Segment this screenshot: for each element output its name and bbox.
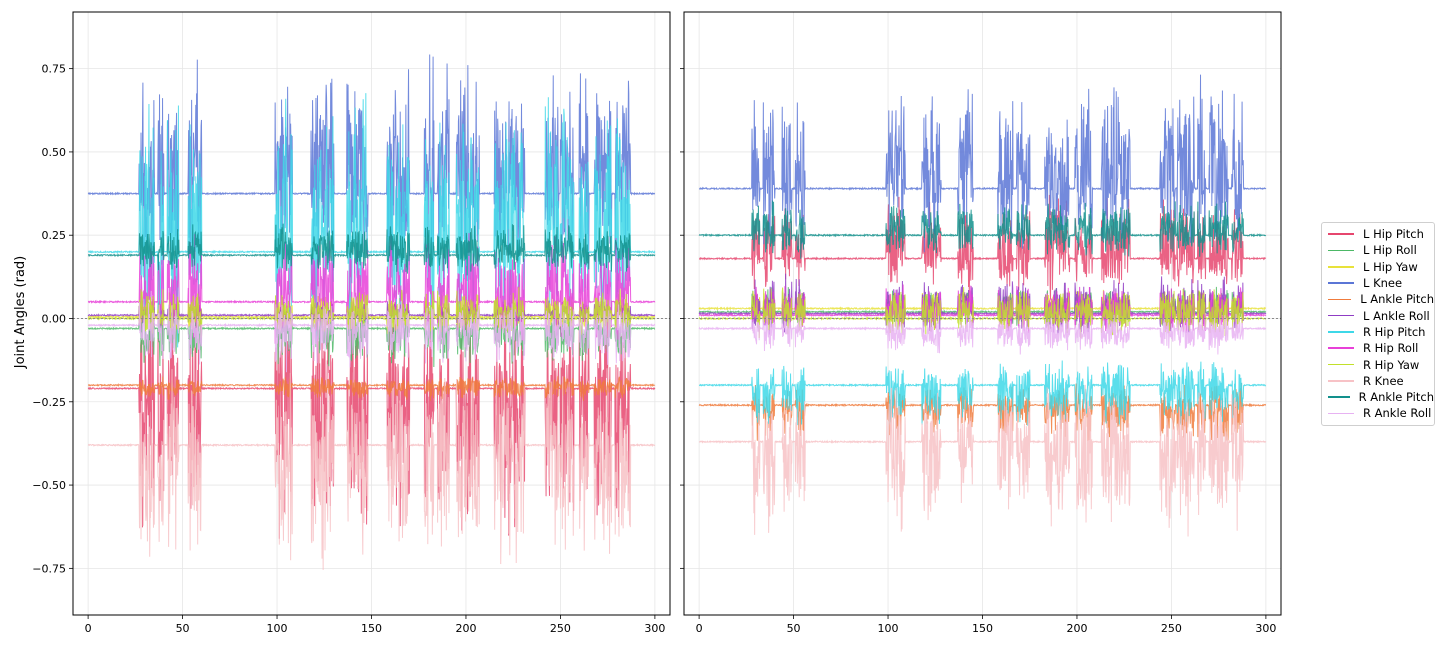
legend-label: L Knee bbox=[1363, 276, 1403, 291]
legend-item-l-hip-yaw: L Hip Yaw bbox=[1322, 259, 1434, 275]
series-line-r-hip-roll bbox=[698, 284, 1267, 334]
series-line-l-ankle-pitch bbox=[698, 382, 1266, 441]
x-tick-label: 50 bbox=[787, 622, 801, 635]
x-tick-label: 150 bbox=[972, 622, 993, 635]
y-tick-label: 0.25 bbox=[42, 229, 67, 242]
legend-swatch-l-hip-pitch bbox=[1328, 233, 1354, 235]
series-line-r-knee bbox=[87, 369, 656, 570]
legend-item-r-hip-yaw: R Hip Yaw bbox=[1322, 356, 1434, 372]
x-tick-label: 100 bbox=[267, 622, 288, 635]
x-tick-label: 300 bbox=[644, 622, 665, 635]
x-tick-label: 200 bbox=[455, 622, 476, 635]
legend-label: L Hip Pitch bbox=[1363, 227, 1424, 242]
legend-label: R Hip Pitch bbox=[1363, 324, 1426, 339]
legend-swatch-r-ankle-roll bbox=[1328, 412, 1354, 415]
series-line-l-hip-pitch bbox=[699, 194, 1267, 300]
legend-item-l-knee: L Knee bbox=[1322, 275, 1434, 291]
series-line-r-ankle-pitch bbox=[87, 223, 656, 276]
series-line-r-hip-yaw bbox=[698, 287, 1267, 338]
series-line-l-knee bbox=[699, 74, 1267, 253]
y-tick-label: −0.50 bbox=[32, 479, 66, 492]
series-line-r-ankle-pitch bbox=[698, 200, 1267, 259]
legend-label: R Ankle Roll bbox=[1363, 406, 1432, 421]
right-panel: 0 50 100 150 200 250 300 bbox=[680, 11, 1282, 635]
series-line-l-ankle-pitch bbox=[87, 376, 656, 401]
legend-label: R Knee bbox=[1363, 373, 1404, 388]
y-tick-label: 0.75 bbox=[42, 63, 67, 76]
legend-label: L Hip Roll bbox=[1363, 243, 1417, 258]
legend-item-l-ankle-pitch: L Ankle Pitch bbox=[1322, 291, 1434, 307]
legend-label: L Hip Yaw bbox=[1363, 259, 1418, 274]
legend-swatch-l-knee bbox=[1328, 282, 1354, 284]
series-line-r-ankle-roll bbox=[87, 300, 656, 373]
series-line-r-knee bbox=[698, 384, 1267, 537]
legend-label: L Ankle Pitch bbox=[1360, 292, 1434, 307]
series-line-l-knee bbox=[87, 54, 656, 271]
series-group bbox=[87, 54, 656, 570]
y-tick-label: −0.25 bbox=[32, 396, 66, 409]
x-tick-label: 300 bbox=[1255, 622, 1276, 635]
legend-label: R Hip Roll bbox=[1363, 341, 1419, 356]
legend-swatch-r-hip-roll bbox=[1328, 347, 1354, 350]
legend-item-r-knee: R Knee bbox=[1322, 373, 1434, 389]
series-line-l-hip-yaw bbox=[87, 291, 656, 332]
y-tick-label: −0.75 bbox=[32, 562, 66, 575]
x-tick-label: 50 bbox=[176, 622, 190, 635]
series-line-r-hip-roll bbox=[87, 233, 656, 344]
legend-item-l-hip-pitch: L Hip Pitch bbox=[1322, 226, 1434, 242]
x-tick-label: 100 bbox=[878, 622, 899, 635]
legend-item-r-hip-pitch: R Hip Pitch bbox=[1322, 324, 1434, 340]
legend-label: R Hip Yaw bbox=[1363, 357, 1420, 372]
x-tick-label: 0 bbox=[85, 622, 92, 635]
legend-swatch-r-hip-pitch bbox=[1328, 331, 1354, 333]
legend-label: L Ankle Roll bbox=[1363, 308, 1430, 323]
legend-label: R Ankle Pitch bbox=[1358, 390, 1434, 405]
y-tick-label: 0.50 bbox=[42, 146, 67, 159]
series-line-r-hip-pitch bbox=[87, 93, 656, 348]
legend-swatch-l-ankle-roll bbox=[1328, 314, 1354, 317]
legend-swatch-r-ankle-pitch bbox=[1328, 396, 1350, 398]
legend-swatch-r-knee bbox=[1328, 380, 1354, 382]
legend-item-l-ankle-roll: L Ankle Roll bbox=[1322, 307, 1434, 323]
left-panel: 0 50 100 150 200 250 300 −0.75 −0.50 −0.25 0.00 0.2… bbox=[32, 11, 671, 635]
legend-item-l-hip-roll: L Hip Roll bbox=[1322, 242, 1434, 258]
legend-item-r-ankle-roll: R Ankle Roll bbox=[1322, 405, 1434, 421]
x-tick-label: 200 bbox=[1066, 622, 1087, 635]
x-tick-label: 250 bbox=[1161, 622, 1182, 635]
legend: L Hip Pitch L Hip Roll L Hip Yaw L Knee … bbox=[1321, 222, 1435, 426]
series-group bbox=[698, 74, 1267, 537]
x-tick-label: 150 bbox=[361, 622, 382, 635]
y-tick-label: 0.00 bbox=[42, 312, 67, 325]
x-tick-label: 0 bbox=[696, 622, 703, 635]
series-line-r-hip-pitch bbox=[699, 360, 1266, 426]
legend-item-r-ankle-pitch: R Ankle Pitch bbox=[1322, 389, 1434, 405]
legend-item-r-hip-roll: R Hip Roll bbox=[1322, 340, 1434, 356]
y-axis-label: Joint Angles (rad) bbox=[13, 256, 28, 369]
legend-swatch-l-ankle-pitch bbox=[1328, 298, 1352, 301]
series-line-r-ankle-roll bbox=[698, 313, 1267, 355]
legend-swatch-l-hip-yaw bbox=[1328, 265, 1354, 268]
x-tick-label: 250 bbox=[550, 622, 571, 635]
legend-swatch-l-hip-roll bbox=[1328, 249, 1354, 252]
legend-swatch-r-hip-yaw bbox=[1328, 363, 1354, 366]
